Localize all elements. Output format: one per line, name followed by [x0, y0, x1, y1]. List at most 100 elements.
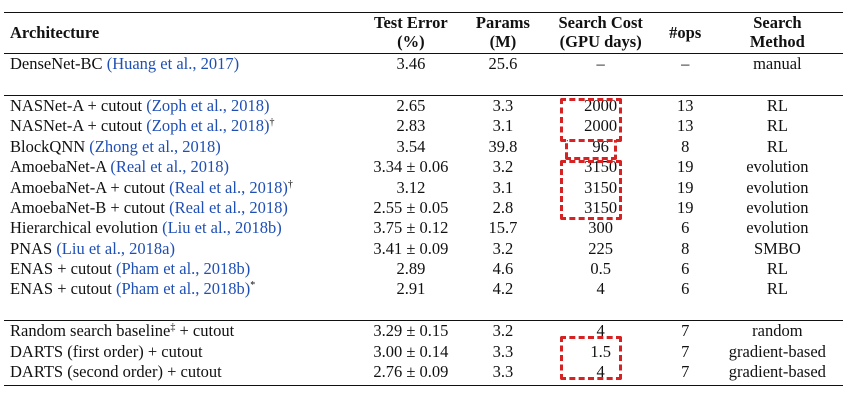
table-row: Hierarchical evolution (Liu et al., 2018…: [4, 218, 843, 238]
architecture-suffix: + cutout: [175, 321, 235, 341]
cell-params: 2.8: [492, 197, 514, 217]
cell-architecture: Random search baseline‡ + cutout: [4, 321, 359, 342]
cell-ops: 6: [681, 218, 690, 238]
architecture-name: ENAS + cutout: [10, 259, 117, 279]
citation-link[interactable]: (Zhong et al., 2018): [89, 136, 221, 156]
footnote-mark: †: [287, 178, 293, 190]
table-row: NASNet-A + cutout (Zoph et al., 2018) 2.6…: [4, 95, 843, 116]
citation-link[interactable]: (Zoph et al., 2018): [146, 95, 270, 115]
cell-test-error: 2.55 ± 0.05: [373, 197, 449, 217]
cell-test-error: 3.00 ± 0.14: [373, 341, 449, 361]
cell-search-method: RL: [766, 279, 788, 299]
header-search-method-line2: Method: [749, 32, 805, 51]
architecture-name: NASNet-A + cutout: [10, 116, 147, 136]
architecture-name: DARTS (second order) + cutout: [10, 362, 222, 382]
cell-architecture: Hierarchical evolution (Liu et al., 2018…: [4, 218, 359, 238]
citation-link[interactable]: (Pham et al., 2018b): [116, 259, 251, 279]
cell-search-method: gradient-based: [728, 341, 826, 361]
cell-architecture: ENAS + cutout (Pham et al., 2018b): [4, 259, 359, 279]
citation-link[interactable]: (Huang et al., 2017): [106, 54, 240, 74]
citation-link[interactable]: (Pham et al., 2018b): [116, 279, 251, 299]
table-row: Random search baseline‡ + cutout 3.29 ± 0…: [4, 321, 843, 342]
citation-link[interactable]: (Real et al., 2018): [169, 177, 288, 197]
cell-search-cost: 225: [588, 238, 614, 258]
cell-ops: 6: [681, 279, 690, 299]
results-table: Architecture Test Error (%) Params (M) S…: [4, 12, 843, 386]
architecture-name: AmoebaNet-A + cutout: [10, 177, 170, 197]
table-row: DARTS (first order) + cutout 3.00 ± 0.14 3…: [4, 341, 843, 361]
cell-architecture: AmoebaNet-B + cutout (Real et al., 2018): [4, 198, 359, 218]
citation-link[interactable]: (Liu et al., 2018a): [56, 238, 175, 258]
table-row: DenseNet-BC (Huang et al., 2017) 3.46 25.6…: [4, 54, 843, 75]
footnote-mark: †: [269, 117, 275, 129]
header-params-line2: (M): [489, 32, 517, 51]
cell-params: 3.1: [492, 116, 514, 136]
cell-params: 4.6: [492, 259, 514, 279]
header-search-method: Search Method: [712, 13, 843, 51]
cell-ops: 7: [681, 321, 690, 341]
table-row: BlockQNN (Zhong et al., 2018) 3.54 39.8 96 8…: [4, 137, 843, 157]
architecture-name: Random search baseline: [10, 321, 171, 341]
cell-params: 25.6: [488, 54, 518, 74]
cell-test-error: 3.46: [396, 54, 426, 74]
citation-link[interactable]: (Liu et al., 2018b): [162, 218, 282, 238]
cell-search-cost: 4: [596, 279, 605, 299]
cell-search-method: evolution: [746, 197, 809, 217]
cell-test-error: 3.29 ± 0.15: [373, 321, 449, 341]
cell-search-cost: –: [596, 54, 605, 74]
citation-link[interactable]: (Real et al., 2018): [110, 157, 230, 177]
cell-params: 3.3: [492, 362, 514, 382]
table-row: ENAS + cutout (Pham et al., 2018b)* 2.91 4…: [4, 279, 843, 299]
cell-search-cost: 4: [596, 362, 605, 382]
cell-architecture: AmoebaNet-A (Real et al., 2018): [4, 157, 359, 177]
architecture-name: NASNet-A + cutout: [10, 95, 147, 115]
table-header: Architecture Test Error (%) Params (M) S…: [4, 12, 843, 54]
cell-search-method: evolution: [746, 177, 809, 197]
header-architecture-label: Architecture: [10, 22, 100, 42]
group-separator: [4, 74, 843, 96]
table-group-manual: DenseNet-BC (Huang et al., 2017) 3.46 25.6…: [4, 54, 843, 75]
cell-ops: 7: [681, 341, 690, 361]
cell-test-error: 3.54: [396, 136, 426, 156]
header-test-error-line1: Test Error: [373, 13, 448, 32]
header-search-method-line1: Search: [753, 13, 802, 32]
header-search-cost-line2: (GPU days): [559, 32, 642, 51]
cell-search-method: SMBO: [753, 238, 801, 258]
table-row: AmoebaNet-A (Real et al., 2018) 3.34 ± 0.…: [4, 157, 843, 177]
cell-search-method: manual: [753, 54, 802, 74]
architecture-name: BlockQNN: [10, 136, 90, 156]
header-search-cost: Search Cost (GPU days): [543, 13, 659, 51]
cell-architecture: NASNet-A + cutout (Zoph et al., 2018)†: [4, 116, 359, 136]
cell-architecture: DARTS (second order) + cutout: [4, 362, 359, 382]
cell-architecture: DARTS (first order) + cutout: [4, 341, 359, 361]
cell-search-cost: 4: [596, 321, 605, 341]
cell-architecture: BlockQNN (Zhong et al., 2018): [4, 137, 359, 157]
cell-params: 39.8: [488, 136, 518, 156]
header-test-error-line2: (%): [397, 32, 425, 51]
cell-architecture: ENAS + cutout (Pham et al., 2018b)*: [4, 279, 359, 299]
architecture-name: AmoebaNet-B + cutout: [10, 197, 170, 217]
cell-search-cost: 3150: [584, 157, 618, 177]
cell-search-cost: 3150: [584, 197, 618, 217]
table-row: DARTS (second order) + cutout 2.76 ± 0.09…: [4, 362, 843, 382]
cell-architecture: NASNet-A + cutout (Zoph et al., 2018): [4, 95, 359, 116]
header-test-error: Test Error (%): [359, 13, 464, 51]
header-params: Params (M): [463, 13, 542, 51]
cell-ops: 19: [676, 197, 694, 217]
table-group-nas-baselines: NASNet-A + cutout (Zoph et al., 2018) 2.6…: [4, 95, 843, 299]
cell-ops: 19: [676, 157, 694, 177]
cell-search-method: RL: [766, 136, 788, 156]
citation-link[interactable]: (Zoph et al., 2018): [146, 116, 270, 136]
cell-search-cost: 300: [588, 218, 614, 238]
cell-params: 3.2: [492, 157, 514, 177]
cell-search-cost: 3150: [584, 177, 618, 197]
architecture-name: DenseNet-BC: [10, 54, 107, 74]
footnote-mark: *: [250, 280, 256, 292]
cell-params: 3.1: [492, 177, 514, 197]
cell-test-error: 3.12: [396, 177, 426, 197]
table-row: ENAS + cutout (Pham et al., 2018b) 2.89 4.…: [4, 259, 843, 279]
table-row: PNAS (Liu et al., 2018a) 3.41 ± 0.09 3.2 22…: [4, 239, 843, 259]
citation-link[interactable]: (Real et al., 2018): [169, 197, 288, 217]
cell-params: 3.2: [492, 238, 514, 258]
cell-search-method: RL: [766, 95, 788, 115]
